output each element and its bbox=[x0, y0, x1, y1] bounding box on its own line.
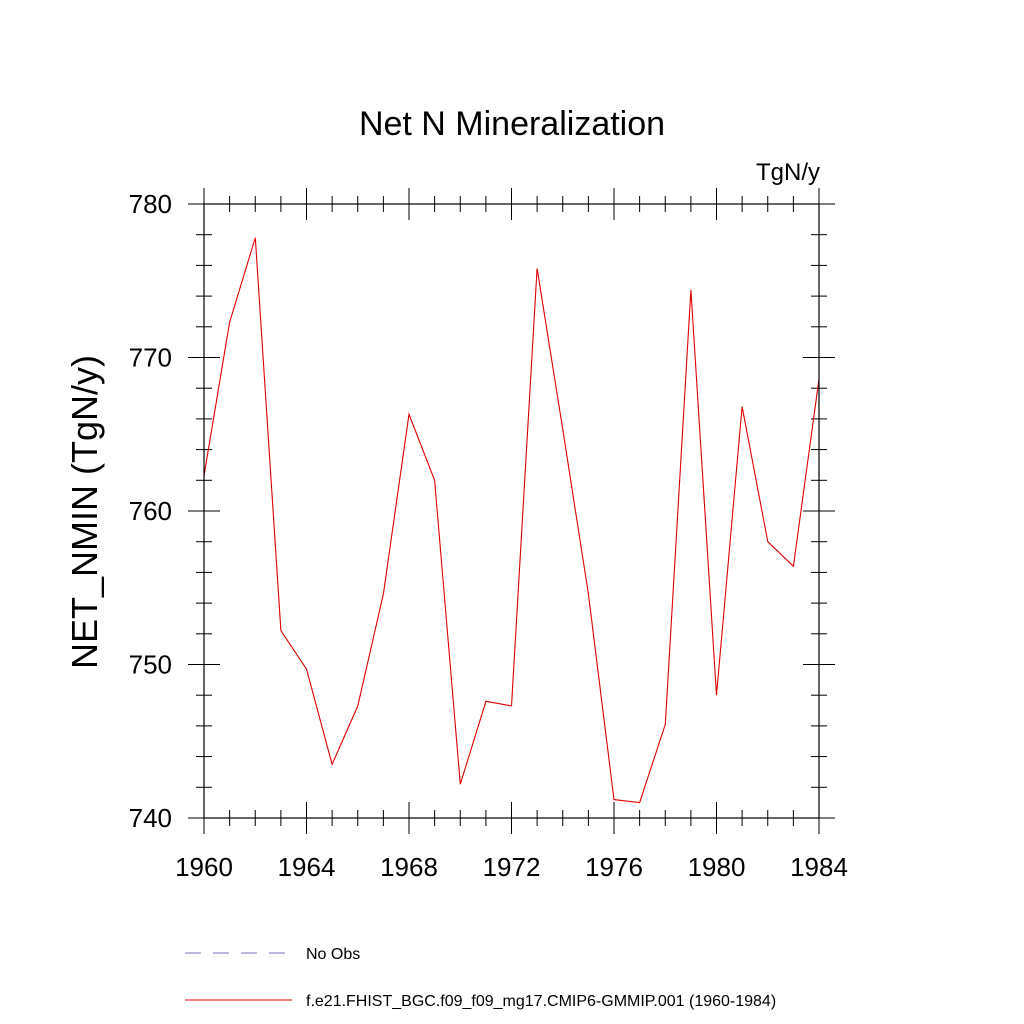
x-tick-label-1980: 1980 bbox=[688, 852, 746, 882]
x-tick-label-1960: 1960 bbox=[175, 852, 233, 882]
x-tick-label-1976: 1976 bbox=[585, 852, 643, 882]
series-line-0 bbox=[203, 237, 820, 804]
x-tick-label-1984: 1984 bbox=[790, 852, 848, 882]
y-tick-label-740: 740 bbox=[129, 803, 172, 833]
axis-ticks bbox=[188, 188, 835, 834]
x-tick-label-1964: 1964 bbox=[278, 852, 336, 882]
units-label: TgN/y bbox=[756, 159, 820, 186]
x-tick-label-1972: 1972 bbox=[483, 852, 541, 882]
y-tick-label-760: 760 bbox=[129, 496, 172, 526]
x-tick-label-1968: 1968 bbox=[380, 852, 438, 882]
chart-title: Net N Mineralization bbox=[359, 105, 665, 143]
plot-frame bbox=[203, 203, 820, 819]
legend-label-model: f.e21.FHIST_BGC.f09_f09_mg17.CMIP6-GMMIP… bbox=[306, 993, 776, 1010]
y-tick-label-780: 780 bbox=[129, 189, 172, 219]
y-tick-label-770: 770 bbox=[129, 343, 172, 373]
legend-label-no-obs: No Obs bbox=[306, 946, 360, 963]
legend: No Obs f.e21.FHIST_BGC.f09_f09_mg17.CMIP… bbox=[185, 946, 776, 1010]
y-tick-labels: 740 750 760 770 780 bbox=[129, 189, 172, 833]
x-tick-labels: 1960 1964 1968 1972 1976 1980 1984 bbox=[175, 852, 848, 882]
y-axis-label: NET_NMIN (TgN/y) bbox=[64, 355, 105, 669]
plot-series bbox=[203, 237, 820, 804]
y-tick-label-750: 750 bbox=[129, 650, 172, 680]
